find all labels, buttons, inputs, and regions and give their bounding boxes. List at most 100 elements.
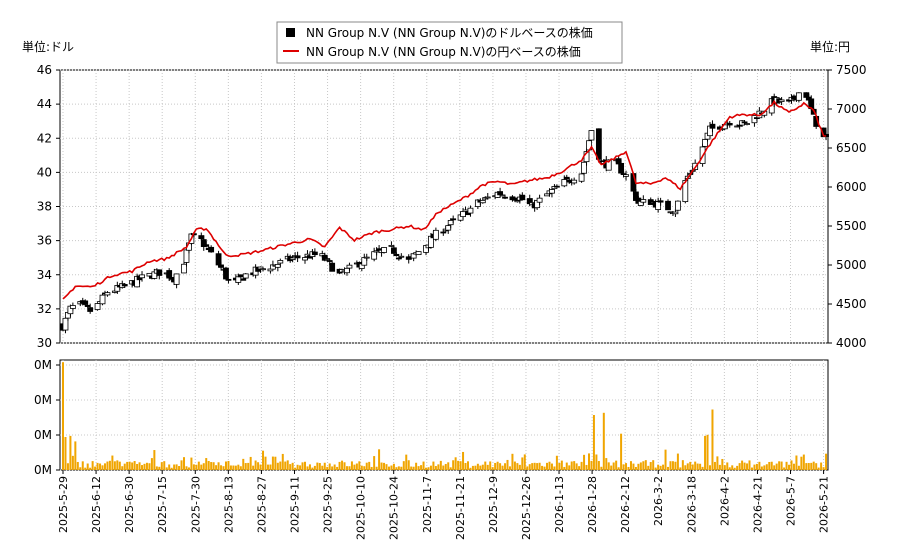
volume-bar (597, 461, 600, 470)
volume-bar (417, 466, 420, 470)
candle-body (215, 253, 222, 266)
volume-bar (701, 466, 704, 470)
volume-bar (94, 466, 97, 470)
volume-bar (380, 462, 383, 470)
candle-body (225, 278, 232, 281)
volume-bar (548, 461, 551, 470)
volume-bar (790, 460, 793, 470)
volume-bar (489, 461, 492, 470)
volume-bar (617, 467, 620, 470)
candle-body (344, 267, 350, 274)
volume-bar (728, 467, 731, 470)
volume-bar (788, 464, 791, 470)
date-tick-label: 2026-1-28 (586, 476, 599, 533)
candle-body (588, 130, 595, 141)
volume-bar (583, 454, 586, 470)
volume-bar (89, 467, 92, 470)
candle-body (198, 235, 205, 240)
volume-bar (733, 467, 736, 470)
volume-bar (570, 461, 573, 470)
volume-bar (667, 466, 670, 470)
volume-bar (585, 464, 588, 470)
left-tick-label: 42 (37, 131, 52, 145)
candle-body (62, 317, 69, 331)
volume-bar (353, 464, 356, 470)
volume-bar (466, 461, 469, 470)
volume-bar (625, 463, 628, 470)
volume-bar (296, 464, 299, 470)
volume-bar (84, 467, 87, 470)
volume-bar (605, 458, 608, 470)
volume-bar (370, 466, 373, 470)
volume-bar (425, 467, 428, 470)
volume-bar (563, 466, 566, 470)
volume-bar (163, 461, 166, 470)
left-unit-label: 単位:ドル (22, 39, 74, 54)
candle-body (183, 249, 190, 263)
volume-bar (412, 466, 415, 470)
volume-bar (699, 463, 702, 470)
volume-bar (108, 460, 111, 470)
date-tick-label: 2026-1-13 (553, 476, 566, 533)
right-tick-label: 6000 (836, 180, 867, 194)
volume-bar (205, 458, 208, 470)
date-tick-label: 2025-7-15 (156, 476, 169, 533)
volume-bar (429, 465, 432, 470)
legend: NN Group N.V (NN Group N.V)のドルベースの株価 NN … (276, 21, 623, 64)
volume-bar (341, 460, 344, 470)
volume-bar (64, 437, 67, 470)
volume-bar (632, 463, 635, 470)
volume-bar (128, 461, 131, 470)
volume-bar (99, 463, 102, 470)
volume-bar (543, 466, 546, 470)
candle-body (173, 273, 180, 285)
volume-bar (106, 461, 109, 470)
volume-bar (387, 466, 390, 470)
volume-bar (281, 453, 284, 470)
candle-body (104, 292, 111, 296)
volume-bar (607, 462, 610, 470)
volume-bar (343, 462, 346, 470)
candle-body (467, 207, 474, 214)
candle-body (87, 307, 94, 312)
volume-bar (780, 461, 783, 470)
volume-bar (795, 455, 798, 470)
date-axis: 2025-5-29 2025-6-12 2025-6-30 2025-7-15 2025… (57, 470, 831, 540)
candle-body (260, 268, 266, 271)
volume-bar (294, 467, 297, 470)
volume-bar (331, 466, 334, 470)
volume-bar (746, 463, 749, 470)
candle-body (563, 176, 570, 180)
volume-bar (410, 466, 413, 470)
volume-bar (684, 465, 687, 470)
volume-bar (136, 463, 139, 470)
right-tick-label: 4000 (836, 336, 867, 350)
volume-bar (538, 462, 541, 470)
volume-bar (501, 465, 504, 470)
volume-bar (602, 412, 605, 470)
volume-bar (358, 461, 361, 470)
volume-bar (726, 462, 729, 470)
volume-bar (763, 465, 766, 470)
left-tick-label: 34 (37, 268, 52, 282)
date-tick-label: 2026-3-2 (652, 476, 665, 526)
volume-bar (252, 465, 255, 470)
candle-body (447, 220, 454, 226)
volume-bar (123, 463, 126, 470)
volume-bar (508, 466, 511, 470)
volume-bar (770, 461, 773, 470)
candle-body (460, 211, 466, 218)
volume-bar (355, 463, 358, 470)
volume-bar (392, 463, 395, 470)
volume-bar (368, 461, 371, 470)
volume-bar (810, 462, 813, 470)
volume-bar (516, 463, 519, 470)
left-tick-label: 46 (37, 63, 52, 77)
candle-body (432, 229, 439, 240)
volume-bar (755, 463, 758, 470)
right-tick-label: 5000 (836, 258, 867, 272)
volume-bar (266, 464, 269, 470)
volume-bar (148, 463, 151, 470)
volume-bar (385, 464, 388, 470)
